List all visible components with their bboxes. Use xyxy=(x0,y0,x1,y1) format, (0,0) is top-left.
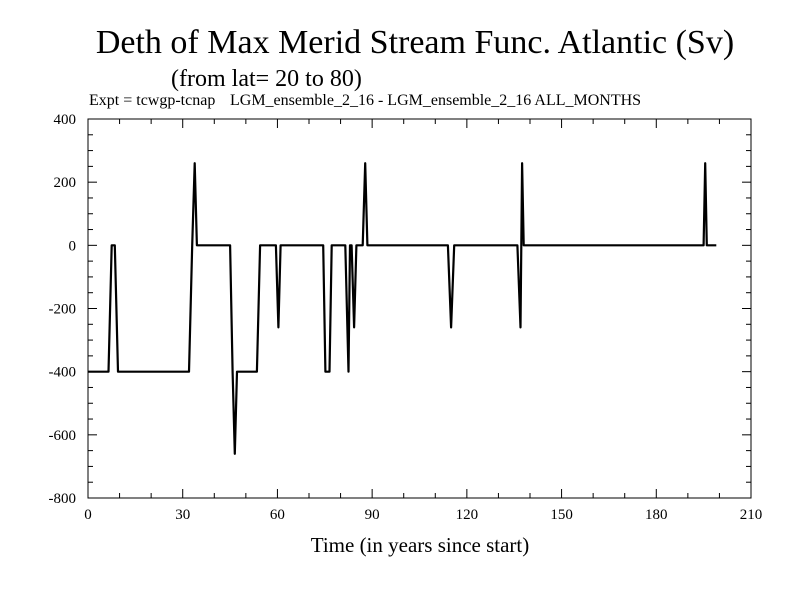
series-group xyxy=(88,162,717,455)
x-tick-label: 30 xyxy=(175,507,190,523)
plot-frame xyxy=(87,118,752,499)
axis-ticks xyxy=(87,118,752,499)
run-info-label: LGM_ensemble_2_16 - LGM_ensemble_2_16 AL… xyxy=(230,92,642,109)
y-tick-label: 400 xyxy=(54,112,77,128)
x-tick-label: 120 xyxy=(456,507,479,523)
x-tick-label: 60 xyxy=(270,507,285,523)
y-tick-label: 200 xyxy=(54,175,77,191)
x-tick-label: 0 xyxy=(84,507,92,523)
y-tick-label: 0 xyxy=(69,238,77,254)
chart-subtitle: (from lat= 20 to 80) xyxy=(171,66,362,92)
x-tick-label: 90 xyxy=(365,507,380,523)
series-line-1 xyxy=(88,162,717,455)
axis-tick-labels: 0 30 60 90 120 150 180 210 400 200 0 -200 -400 -600 -8… xyxy=(49,112,763,523)
x-tick-label: 180 xyxy=(645,507,668,523)
experiment-label: Expt = tcwgp-tcnap xyxy=(89,92,216,109)
y-tick-label: -600 xyxy=(49,428,77,444)
chart-title: Deth of Max Merid Stream Func. Atlantic … xyxy=(95,24,735,61)
x-tick-label: 150 xyxy=(550,507,573,523)
y-tick-label: -200 xyxy=(49,302,77,318)
y-tick-label: -800 xyxy=(49,491,77,507)
x-tick-label: 210 xyxy=(740,507,763,523)
y-tick-label: -400 xyxy=(49,365,77,381)
x-axis-label: Time (in years since start) xyxy=(310,533,530,557)
